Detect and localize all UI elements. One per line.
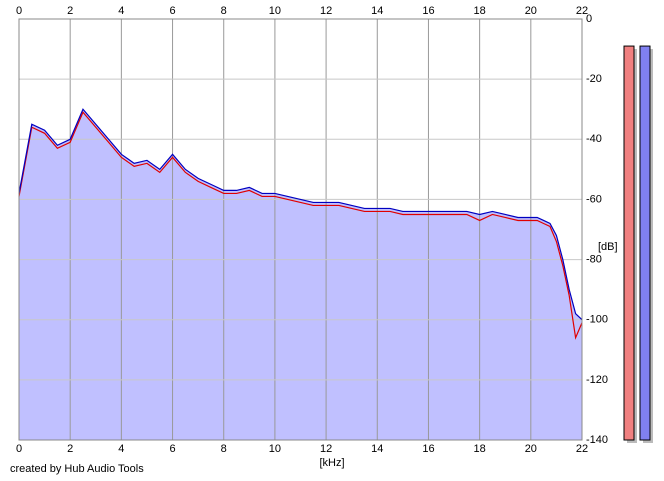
x-tick-label-top: 6 <box>169 5 175 17</box>
y-tick-label: -20 <box>586 73 602 85</box>
x-tick-label: 8 <box>221 443 227 455</box>
y-tick-label: -120 <box>586 374 608 386</box>
x-tick-label: 22 <box>576 443 588 455</box>
y-tick-label: -100 <box>586 314 608 326</box>
level-meter <box>623 45 635 441</box>
x-tick-label-top: 16 <box>422 5 434 17</box>
x-tick-label: 2 <box>67 443 73 455</box>
y-tick-label: -140 <box>586 434 608 446</box>
x-tick-label: 4 <box>118 443 124 455</box>
x-tick-label-top: 14 <box>371 5 383 17</box>
plot-frame <box>18 18 583 441</box>
x-tick-label: 14 <box>371 443 383 455</box>
x-tick-label-top: 4 <box>118 5 124 17</box>
x-tick-label-top: 8 <box>221 5 227 17</box>
y-tick-label: -40 <box>586 133 602 145</box>
area-fill <box>19 109 582 440</box>
spectrum-line <box>18 108 583 321</box>
spectrum-line <box>18 111 583 340</box>
x-axis-label: [kHz] <box>319 457 344 469</box>
x-tick-label: 12 <box>320 443 332 455</box>
y-tick-label: 0 <box>586 13 592 25</box>
x-tick-label: 6 <box>169 443 175 455</box>
x-tick-label: 0 <box>16 443 22 455</box>
y-tick-label: -80 <box>586 253 602 265</box>
x-tick-label-top: 22 <box>576 5 588 17</box>
x-tick-label-top: 2 <box>67 5 73 17</box>
credit: created by Hub Audio Tools <box>10 463 144 475</box>
x-tick-label-top: 10 <box>269 5 281 17</box>
x-tick-label-top: 12 <box>320 5 332 17</box>
x-tick-label-top: 0 <box>16 5 22 17</box>
y-axis-label: [dB] <box>598 241 618 253</box>
x-tick-label-top: 20 <box>525 5 537 17</box>
level-meter <box>639 45 651 441</box>
x-tick-label: 10 <box>269 443 281 455</box>
y-tick-label: -60 <box>586 193 602 205</box>
x-tick-label: 20 <box>525 443 537 455</box>
x-tick-label: 18 <box>474 443 486 455</box>
x-tick-label-top: 18 <box>474 5 486 17</box>
x-tick-label: 16 <box>422 443 434 455</box>
